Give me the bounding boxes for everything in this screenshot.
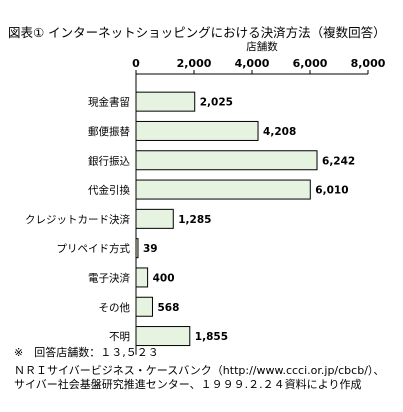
- bar: [135, 120, 259, 141]
- bar: [135, 91, 196, 112]
- source-note-line1: ＮＲＩサイバービジネス・ケースバンク（http://www.ccci.or.jp…: [14, 364, 385, 377]
- value-label: 1,285: [178, 214, 211, 226]
- x-tick-label: 0: [132, 57, 140, 70]
- value-label: 568: [157, 302, 179, 314]
- source-note-line2: サイバー社会基盤研究推進センター、１９９９.２.２４資料により作成: [14, 378, 362, 391]
- category-label: 不明: [109, 331, 130, 343]
- value-label: 400: [153, 272, 175, 284]
- category-label: プリペイド方式: [57, 242, 131, 255]
- bar: [135, 208, 174, 229]
- category-label: クレジットカード決済: [25, 213, 130, 226]
- bar: [135, 150, 318, 171]
- value-label: 4,208: [263, 126, 296, 138]
- value-label: 2,025: [200, 97, 233, 109]
- bar: [135, 296, 153, 317]
- x-tick-label: 4,000: [235, 57, 270, 70]
- category-label: 電子決済: [88, 271, 130, 284]
- bar: [135, 179, 311, 200]
- value-label: 1,855: [195, 331, 228, 343]
- category-label: 代金引換: [88, 184, 130, 197]
- x-tick-label: 2,000: [177, 57, 212, 70]
- bar: [135, 238, 139, 259]
- value-label: 39: [143, 243, 158, 255]
- x-tick-label: 6,000: [293, 57, 328, 70]
- bar: [135, 267, 149, 288]
- chart-title: 図表① インターネットショッピングにおける決済方法（複数回答）: [8, 25, 386, 40]
- x-axis-label: 店舗数: [246, 40, 278, 53]
- respondents-note: ※ 回答店舗数：１３,５２３: [14, 346, 159, 359]
- bar: [135, 326, 191, 347]
- x-tick-label: 8,000: [351, 57, 386, 70]
- category-label: 郵便振替: [88, 125, 130, 138]
- value-label: 6,010: [315, 185, 348, 197]
- category-label: 現金書留: [88, 96, 130, 109]
- category-label: 銀行振込: [88, 154, 130, 167]
- category-label: その他: [99, 301, 131, 314]
- value-label: 6,242: [322, 155, 355, 167]
